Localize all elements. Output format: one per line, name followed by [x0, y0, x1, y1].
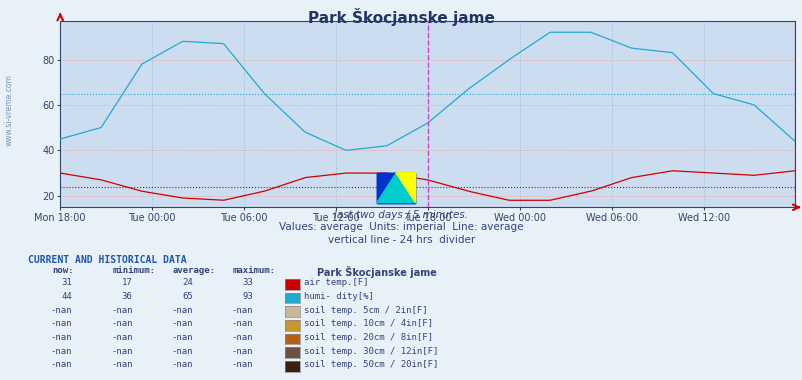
Text: 33: 33: [242, 278, 253, 287]
Text: -nan: -nan: [171, 306, 192, 315]
Polygon shape: [377, 173, 415, 203]
Text: -nan: -nan: [51, 333, 72, 342]
Polygon shape: [396, 173, 415, 203]
Text: soil temp. 50cm / 20in[F]: soil temp. 50cm / 20in[F]: [303, 360, 437, 369]
Text: minimum:: minimum:: [112, 266, 156, 275]
Text: soil temp. 30cm / 12in[F]: soil temp. 30cm / 12in[F]: [303, 347, 437, 356]
Text: -nan: -nan: [171, 333, 192, 342]
Text: -nan: -nan: [231, 306, 253, 315]
Text: vertical line - 24 hrs  divider: vertical line - 24 hrs divider: [327, 235, 475, 245]
Text: -nan: -nan: [231, 347, 253, 356]
Text: -nan: -nan: [111, 333, 132, 342]
Text: Park Škocjanske jame: Park Škocjanske jame: [317, 266, 436, 278]
Text: 44: 44: [62, 292, 72, 301]
Text: -nan: -nan: [111, 360, 132, 369]
Text: average:: average:: [172, 266, 216, 275]
Text: -nan: -nan: [171, 360, 192, 369]
Text: -nan: -nan: [231, 360, 253, 369]
Text: -nan: -nan: [111, 306, 132, 315]
Bar: [377, 173, 415, 203]
Text: -nan: -nan: [111, 347, 132, 356]
Text: humi- dity[%]: humi- dity[%]: [303, 292, 373, 301]
Bar: [377, 173, 415, 203]
Text: now:: now:: [52, 266, 74, 275]
Text: -nan: -nan: [171, 319, 192, 328]
Text: -nan: -nan: [51, 360, 72, 369]
Text: soil temp. 5cm / 2in[F]: soil temp. 5cm / 2in[F]: [303, 306, 427, 315]
Text: soil temp. 20cm / 8in[F]: soil temp. 20cm / 8in[F]: [303, 333, 432, 342]
Polygon shape: [396, 173, 415, 203]
Text: 93: 93: [242, 292, 253, 301]
Text: 36: 36: [122, 292, 132, 301]
Text: air temp.[F]: air temp.[F]: [303, 278, 367, 287]
Text: -nan: -nan: [111, 319, 132, 328]
Text: soil temp. 10cm / 4in[F]: soil temp. 10cm / 4in[F]: [303, 319, 432, 328]
Polygon shape: [377, 173, 415, 203]
Text: 24: 24: [182, 278, 192, 287]
Text: Values: average  Units: imperial  Line: average: Values: average Units: imperial Line: av…: [279, 222, 523, 232]
Text: last two days / 5 minutes.: last two days / 5 minutes.: [334, 210, 468, 220]
Text: -nan: -nan: [51, 319, 72, 328]
Text: -nan: -nan: [231, 319, 253, 328]
Text: 31: 31: [62, 278, 72, 287]
Text: -nan: -nan: [51, 306, 72, 315]
Text: maximum:: maximum:: [233, 266, 276, 275]
Text: -nan: -nan: [51, 347, 72, 356]
Bar: [377, 173, 415, 203]
Text: -nan: -nan: [171, 347, 192, 356]
Text: Park Škocjanske jame: Park Škocjanske jame: [308, 8, 494, 26]
Text: CURRENT AND HISTORICAL DATA: CURRENT AND HISTORICAL DATA: [28, 255, 187, 264]
Text: 65: 65: [182, 292, 192, 301]
Text: www.si-vreme.com: www.si-vreme.com: [5, 74, 14, 146]
Text: -nan: -nan: [231, 333, 253, 342]
Text: 17: 17: [122, 278, 132, 287]
